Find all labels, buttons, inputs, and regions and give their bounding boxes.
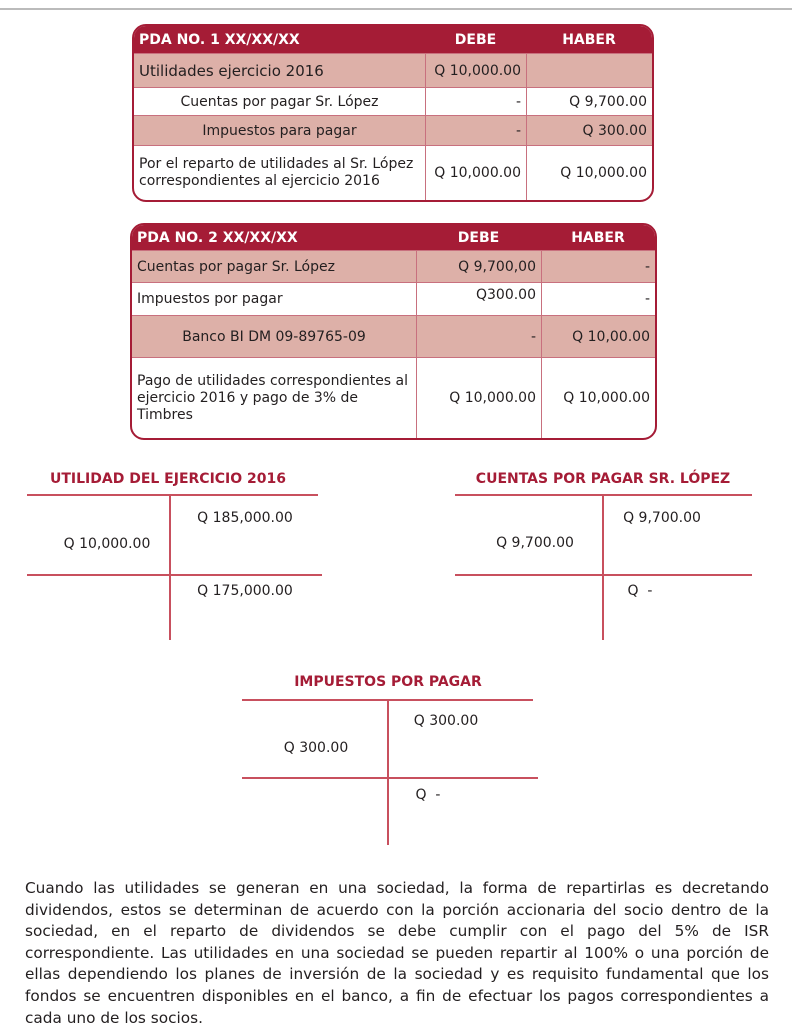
debe: - (425, 88, 526, 115)
debe-amount: Q 9,700.00 (496, 535, 574, 551)
debe-amount: Q 300.00 (283, 740, 349, 756)
balance-amount: Q - (627, 583, 653, 599)
debe: Q 10,000.00 (425, 54, 526, 87)
t-vertical-line (602, 494, 604, 640)
table-header: PDA NO. 2 XX/XX/XX DEBE HABER (132, 225, 655, 250)
debe: Q 9,700,00 (416, 251, 541, 282)
t-vertical-line (169, 494, 171, 640)
body-paragraph: Cuando las utilidades se generan en una … (25, 879, 769, 1027)
col-debe: DEBE (454, 31, 497, 48)
table-row: Cuentas por pagar Sr. López Q 9,700,00 - (132, 250, 655, 282)
debe: - (425, 116, 526, 145)
debe-amount: Q 10,000.00 (63, 536, 151, 552)
account: Cuentas por pagar Sr. López (180, 93, 379, 110)
table-row: Banco BI DM 09-89765-09 - Q 10,00.00 (132, 315, 655, 357)
table-header: PDA NO. 1 XX/XX/XX DEBE HABER (134, 26, 652, 53)
t-top-line (27, 494, 318, 496)
haber-total: Q 10,000.00 (541, 358, 655, 438)
table-row: Impuestos por pagar Q300.00 - (132, 282, 655, 315)
description: Pago de utilidades correspondientes al e… (137, 372, 409, 423)
debe-total: Q 10,000.00 (416, 358, 541, 438)
account: Impuestos por pagar (137, 291, 283, 307)
haber-total: Q 10,000.00 (526, 146, 652, 200)
haber: - (541, 251, 655, 282)
table-row: Pago de utilidades correspondientes al e… (132, 357, 655, 438)
t-balance-line (455, 574, 752, 576)
haber-amount: Q 9,700.00 (623, 510, 701, 526)
col-entry: PDA NO. 1 XX/XX/XX (139, 31, 300, 48)
t-balance-line (27, 574, 322, 576)
t-vertical-line (387, 699, 389, 845)
col-haber: HABER (562, 31, 616, 48)
t-account-title: IMPUESTOS POR PAGAR (294, 674, 482, 690)
haber: Q 9,700.00 (526, 88, 652, 115)
haber: Q 300.00 (526, 116, 652, 145)
description: Por el reparto de utilidades al Sr. Lópe… (139, 156, 414, 189)
haber-amount: Q 185,000.00 (197, 510, 293, 526)
t-account-title: CUENTAS POR PAGAR SR. LÓPEZ (475, 471, 731, 487)
debe: - (416, 316, 541, 357)
t-account-title: UTILIDAD DEL EJERCICIO 2016 (49, 471, 287, 487)
t-balance-line (242, 777, 538, 779)
col-haber: HABER (571, 229, 625, 246)
table-row: Utilidades ejercicio 2016 Q 10,000.00 (134, 53, 652, 87)
account: Cuentas por pagar Sr. López (137, 258, 335, 275)
balance-amount: Q - (415, 787, 441, 803)
journal-entry-2: PDA NO. 2 XX/XX/XX DEBE HABER Cuentas po… (130, 223, 657, 440)
journal-entry-1: PDA NO. 1 XX/XX/XX DEBE HABER Utilidades… (132, 24, 654, 202)
col-debe: DEBE (457, 229, 500, 246)
account: Impuestos para pagar (202, 122, 357, 139)
table-row: Cuentas por pagar Sr. López - Q 9,700.00 (134, 87, 652, 115)
table-row: Impuestos para pagar - Q 300.00 (134, 115, 652, 145)
balance-amount: Q 175,000.00 (197, 583, 293, 599)
table-row: Por el reparto de utilidades al Sr. Lópe… (134, 145, 652, 200)
col-entry: PDA NO. 2 XX/XX/XX (137, 229, 298, 246)
haber: - (541, 283, 655, 315)
top-rule (0, 8, 792, 10)
debe-total: Q 10,000.00 (425, 146, 526, 200)
debe: Q300.00 (416, 283, 541, 315)
haber (526, 54, 652, 87)
account: Banco BI DM 09-89765-09 (182, 328, 366, 345)
account: Utilidades ejercicio 2016 (139, 61, 324, 80)
haber-amount: Q 300.00 (413, 713, 479, 729)
haber: Q 10,00.00 (541, 316, 655, 357)
